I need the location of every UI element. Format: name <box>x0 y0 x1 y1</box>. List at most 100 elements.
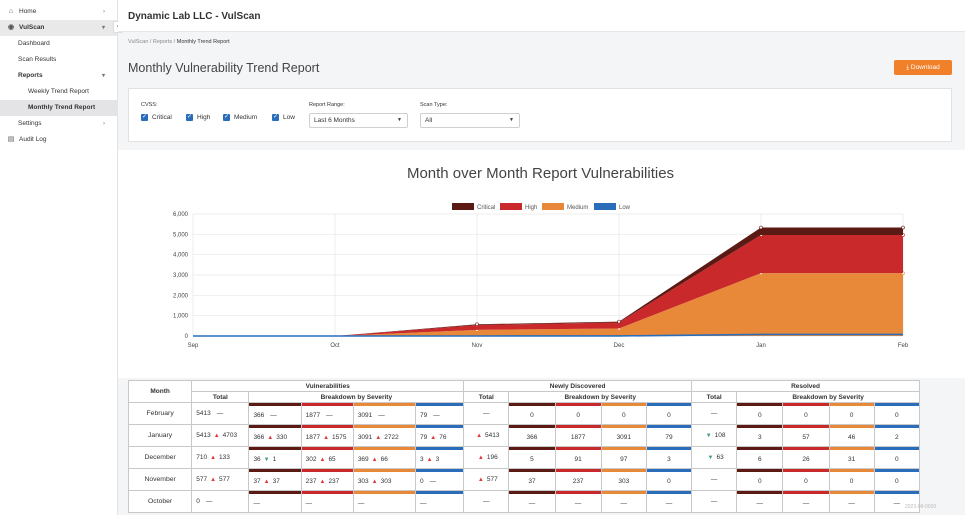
y-tick-label: 5,000 <box>173 232 189 238</box>
severity-count: 37 <box>528 477 536 485</box>
app-title: Dynamic Lab LLC - VulScan <box>128 11 261 22</box>
scan-type-select[interactable]: All ▼ <box>420 113 520 128</box>
trend-down-icon: ▼ <box>707 455 714 461</box>
sidebar-item-label: Audit Log <box>19 136 47 143</box>
trend-up-icon: ▲ <box>210 455 217 461</box>
new-severity-cell: — <box>645 490 693 513</box>
trend-up-icon: ▲ <box>430 434 437 441</box>
sidebar-item-settings[interactable]: Settings › <box>0 116 117 132</box>
vuln-total-cell: 710 ▲ 133 <box>191 446 250 469</box>
resolved-severity-cell: 0 <box>736 468 784 491</box>
new-severity-cell: 5 <box>508 446 556 469</box>
legend-swatch <box>452 203 474 210</box>
sidebar-item-weekly-trend-report[interactable]: Weekly Trend Report <box>0 84 117 100</box>
new-total-value: 196 <box>486 454 498 461</box>
sidebar-item-vulscan[interactable]: ◉ VulScan ▾ <box>0 20 117 36</box>
trend-table: Month Vulnerabilities Newly Discovered R… <box>127 380 921 513</box>
sidebar-item-dashboard[interactable]: Dashboard <box>0 36 117 52</box>
breadcrumb-separator: / <box>148 39 153 45</box>
new-severity-cell: 3 <box>645 446 693 469</box>
vuln-severity-cell: 0— <box>415 468 465 491</box>
chart-panel: Month over Month Report Vulnerabilities … <box>118 150 965 378</box>
sidebar-item-monthly-trend-report[interactable]: Monthly Trend Report <box>0 100 117 116</box>
severity-count: 2 <box>895 433 899 441</box>
report-range-select[interactable]: Last 6 Months ▼ <box>309 113 408 128</box>
severity-count: 0 <box>667 411 671 419</box>
severity-change: 66 <box>380 455 388 463</box>
sidebar-item-reports[interactable]: Reports ▾ <box>0 68 117 84</box>
breadcrumb-separator: / <box>172 39 177 45</box>
vuln-severity-cell: 3091 — <box>352 402 417 425</box>
trend-up-icon: ▲ <box>375 434 382 441</box>
trend-down-icon: ▼ <box>263 456 270 463</box>
breadcrumb-vulscan[interactable]: VulScan <box>128 39 149 45</box>
sidebar-item-audit-log[interactable]: ▤ Audit Log <box>0 132 117 148</box>
caret-down-icon: ▼ <box>509 117 514 123</box>
cvss-medium-checkbox[interactable]: ✓ Medium <box>223 114 257 121</box>
resolved-severity-cell: 0 <box>782 402 830 425</box>
month-cell: January <box>127 424 193 447</box>
vuln-total-change: — <box>216 410 224 417</box>
vuln-severity-cell: 303 ▲ 303 <box>352 468 417 491</box>
new-severity-cell: 79 <box>645 424 693 447</box>
eye-icon: ◉ <box>7 24 15 31</box>
severity-count: 303 <box>618 477 630 485</box>
trend-up-icon: ▲ <box>476 433 483 439</box>
data-point <box>901 225 905 230</box>
legend-label: Low <box>619 205 631 211</box>
severity-count: 37 <box>253 477 261 485</box>
severity-count: — <box>893 499 901 507</box>
vuln-severity-cell: 1877 ▲ 1575 <box>300 424 354 447</box>
trend-up-icon: ▲ <box>323 434 330 441</box>
cvss-critical-checkbox[interactable]: ✓ Critical <box>141 114 172 121</box>
sidebar-item-home[interactable]: ⌂ Home › <box>0 4 117 20</box>
vuln-severity-cell: 1877 — <box>300 402 354 425</box>
new-total-value: 577 <box>486 476 498 483</box>
severity-change: 303 <box>380 477 392 485</box>
trend-area-chart: 0 1,000 2,000 3,000 4,000 5,000 6,000 Sep Oct Nov… <box>173 203 909 349</box>
severity-change: 1 <box>272 455 277 463</box>
sidebar-item-scan-results[interactable]: Scan Results <box>0 52 117 68</box>
checkmark-icon: ✓ <box>223 114 230 121</box>
resolved-severity-cell: 0 <box>828 402 875 425</box>
cvss-low-checkbox[interactable]: ✓ Low <box>272 114 295 121</box>
y-tick-label: 6,000 <box>173 212 189 218</box>
severity-count: 79 <box>420 433 428 441</box>
trend-down-icon: ▼ <box>705 433 712 439</box>
caret-down-icon: ▼ <box>397 117 402 123</box>
severity-count: 0 <box>895 477 899 485</box>
download-button[interactable]: ⤓ Download <box>894 60 952 75</box>
breadcrumb-reports[interactable]: Reports <box>152 39 173 45</box>
download-label: Download <box>910 64 940 71</box>
new-severity-cell: 237 <box>554 468 602 491</box>
vuln-total-cell: 0— <box>191 490 250 513</box>
resolved-severity-cell: 0 <box>828 468 875 491</box>
series-area-critical <box>193 227 903 336</box>
severity-count: 0 <box>849 477 854 485</box>
vuln-total-change: 4703 <box>222 432 238 439</box>
y-tick-label: 4,000 <box>173 253 189 259</box>
sidebar-item-label: Monthly Trend Report <box>28 104 96 111</box>
severity-count: 0 <box>757 477 762 485</box>
resolved-severity-cell: 31 <box>828 446 875 469</box>
severity-count: 26 <box>802 455 810 463</box>
table-row: January 5413 ▲ 4703 366 ▲ 330 1877 ▲ 1575 3091 ▲ 272… <box>127 424 921 447</box>
group-header-newly-discovered: Newly Discovered <box>463 380 693 392</box>
chevron-right-icon: › <box>103 9 105 15</box>
severity-count: 79 <box>665 433 673 441</box>
x-tick-label: Sep <box>188 343 199 349</box>
trend-up-icon: ▲ <box>267 434 274 441</box>
severity-change: 330 <box>276 433 288 441</box>
new-severity-cell: — <box>508 490 556 513</box>
y-tick-label: 2,000 <box>173 293 189 299</box>
vuln-severity-cell: 366 ▲ 330 <box>248 424 302 447</box>
trend-up-icon: ▲ <box>477 455 484 461</box>
severity-count: 366 <box>253 411 265 419</box>
y-tick-label: 3,000 <box>173 273 189 279</box>
vuln-total-value: 5413 <box>196 432 211 439</box>
severity-count: 237 <box>305 477 317 485</box>
checkmark-icon: ✓ <box>272 114 279 121</box>
data-point <box>617 319 621 324</box>
cvss-high-checkbox[interactable]: ✓ High <box>186 114 210 121</box>
